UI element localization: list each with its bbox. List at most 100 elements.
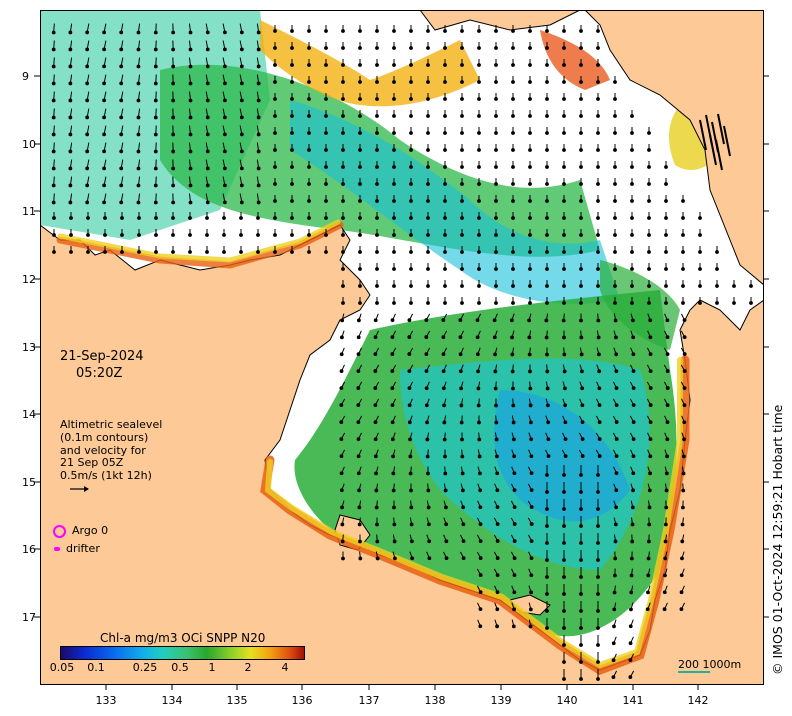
velocity-arrowhead <box>392 522 397 527</box>
velocity-arrowhead <box>579 199 583 203</box>
velocity-arrowhead <box>120 216 124 220</box>
velocity-arrowhead <box>375 46 379 50</box>
velocity-arrowhead <box>153 166 158 171</box>
velocity-arrowhead <box>153 30 158 35</box>
velocity-arrowhead <box>441 352 446 357</box>
velocity-arrowhead <box>307 97 311 101</box>
velocity-arrowhead <box>629 590 634 595</box>
velocity-arrowhead <box>373 386 378 390</box>
colorbar-tick-5: 2 <box>244 661 252 674</box>
velocity-arrowhead <box>408 471 413 476</box>
velocity-arrowhead <box>256 115 261 120</box>
velocity-arrowhead <box>120 233 124 237</box>
velocity-arrowhead <box>222 250 226 254</box>
velocity-arrowhead <box>390 437 395 442</box>
velocity-arrowhead <box>512 573 517 578</box>
velocity-arrowhead <box>611 641 616 646</box>
velocity-arrowhead <box>579 575 583 579</box>
velocity-arrowhead <box>614 369 619 374</box>
velocity-arrowhead <box>239 216 243 220</box>
velocity-arrowhead <box>478 539 483 543</box>
velocity-arrowhead <box>373 420 378 425</box>
velocity-arrowhead <box>476 403 481 408</box>
velocity-arrowhead <box>494 29 498 33</box>
velocity-arrowhead <box>596 199 600 203</box>
velocity-arrowhead <box>715 267 719 271</box>
velocity-arrowhead <box>188 64 193 69</box>
velocity-arrowhead <box>441 386 446 391</box>
velocity-arrowhead <box>426 114 430 118</box>
velocity-arrowhead <box>494 216 498 220</box>
colorbar-tick-1: 0.1 <box>87 661 105 674</box>
velocity-arrowhead <box>341 233 345 237</box>
velocity-arrowhead <box>426 233 430 237</box>
velocity-arrowhead <box>424 335 429 339</box>
colorbar-tick-0: 0.05 <box>49 661 75 674</box>
velocity-arrowhead <box>478 573 483 577</box>
velocity-arrowhead <box>545 541 549 545</box>
velocity-arrowhead <box>477 437 482 442</box>
velocity-arrowhead <box>153 64 158 69</box>
altimetry-line-5: 0.5m/s (1kt 12h) <box>60 469 152 482</box>
velocity-arrowhead <box>68 166 73 171</box>
velocity-arrowhead <box>136 200 141 205</box>
velocity-arrowhead <box>256 183 261 188</box>
velocity-arrowhead <box>188 81 193 86</box>
velocity-arrowhead <box>528 369 532 374</box>
velocity-arrowhead <box>373 318 378 323</box>
velocity-arrowhead <box>545 131 549 135</box>
lat-tick-label: 16 <box>22 543 36 556</box>
velocity-arrowhead <box>511 182 515 186</box>
velocity-arrowhead <box>427 556 432 561</box>
velocity-arrowhead <box>341 182 345 186</box>
velocity-arrowhead <box>373 352 378 357</box>
velocity-arrowhead <box>698 250 702 254</box>
velocity-arrowhead <box>647 301 651 305</box>
velocity-arrowhead <box>579 131 583 135</box>
velocity-arrowhead <box>664 199 668 203</box>
velocity-arrowhead <box>441 335 446 339</box>
velocity-arrowhead <box>443 216 447 220</box>
velocity-arrowhead <box>409 131 413 135</box>
velocity-arrowhead <box>596 216 600 220</box>
colorbar <box>60 646 305 660</box>
velocity-arrowhead <box>494 420 499 425</box>
velocity-arrowhead <box>512 590 517 595</box>
velocity-arrowhead <box>631 335 636 340</box>
velocity-arrowhead <box>528 624 533 629</box>
velocity-arrowhead <box>356 386 361 390</box>
velocity-arrowhead <box>51 47 56 52</box>
velocity-arrowhead <box>545 490 549 494</box>
velocity-arrowhead <box>171 149 176 154</box>
velocity-arrowhead <box>409 267 413 271</box>
velocity-arrowhead <box>511 624 516 629</box>
velocity-arrowhead <box>290 46 294 50</box>
map-panel[interactable] <box>39 9 765 686</box>
velocity-arrowhead <box>698 284 702 288</box>
velocity-arrowhead <box>512 488 517 493</box>
velocity-arrowhead <box>647 131 651 135</box>
chlorophyll-map[interactable] <box>39 9 765 686</box>
velocity-arrowhead <box>596 575 600 579</box>
velocity-arrowhead <box>510 352 515 357</box>
velocity-arrowhead <box>579 165 583 169</box>
velocity-arrowhead <box>222 132 227 137</box>
velocity-arrowhead <box>477 199 481 203</box>
velocity-arrowhead <box>51 30 56 35</box>
velocity-arrowhead <box>478 590 483 595</box>
velocity-arrowhead <box>562 267 566 271</box>
velocity-arrowhead <box>426 250 430 254</box>
velocity-arrowhead <box>460 29 464 33</box>
velocity-arrowhead <box>460 233 464 237</box>
velocity-arrowhead <box>68 149 73 154</box>
velocity-arrowhead <box>375 131 379 135</box>
colorbar-tick-6: 4 <box>281 661 289 674</box>
velocity-arrowhead <box>613 267 617 271</box>
velocity-arrowhead <box>119 200 124 205</box>
velocity-arrowhead <box>511 97 515 101</box>
velocity-arrowhead <box>392 131 396 135</box>
velocity-arrowhead <box>562 46 566 50</box>
velocity-arrowhead <box>511 386 515 391</box>
velocity-arrowhead <box>664 505 669 510</box>
velocity-arrowhead <box>630 539 635 544</box>
